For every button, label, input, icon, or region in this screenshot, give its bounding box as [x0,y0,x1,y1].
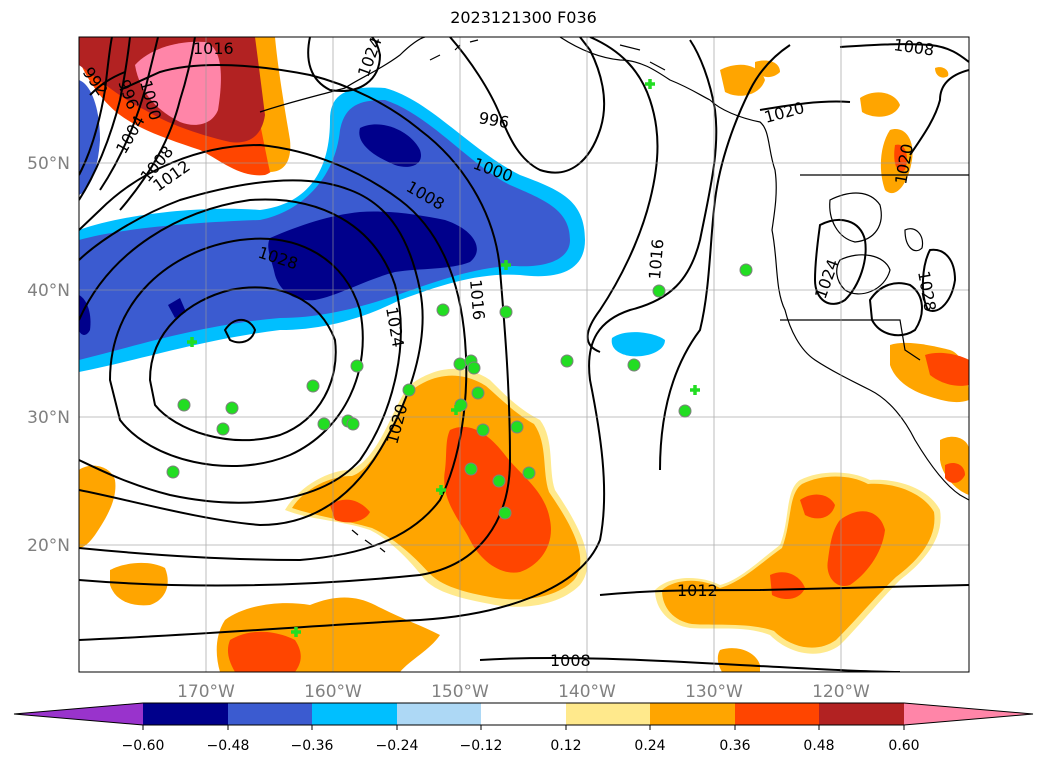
lon-label-150w: 150°W [431,682,489,702]
contour-labels: 1016 992 996 1000 1004 1008 1012 1028 10… [79,35,940,670]
station-cross [690,385,700,395]
contour-label: 1012 [677,581,718,600]
lon-label-120w: 120°W [812,682,870,702]
station-cross [451,405,461,415]
station-dot [498,506,512,520]
colorbar-tick-label: 0.12 [550,738,581,754]
colorbar-tick-label: −0.24 [376,738,419,754]
station-dot [627,358,641,372]
station-markers [166,79,753,637]
station-dot [652,284,666,298]
latitude-labels: 50°N 40°N 30°N 20°N [27,154,70,556]
station-dot [177,398,191,412]
station-dot [346,417,360,431]
station-cross [501,260,511,270]
colorbar-bin [650,703,735,725]
colorbar-ticks [142,725,905,730]
station-dot [216,422,230,436]
contour-label: 1008 [550,651,591,670]
pressure-contours [79,37,969,672]
station-dot [350,359,364,373]
colorbar-tick-label: −0.12 [460,738,503,754]
lat-label-30n: 30°N [27,408,70,428]
station-dot [166,465,180,479]
colorbar-bin [228,703,312,725]
colorbar: −0.60 −0.48 −0.36 −0.24 −0.12 0.12 0.24 … [13,702,1034,754]
station-dot [471,386,485,400]
station-dot [739,263,753,277]
colorbar-tick-label: 0.60 [888,738,919,754]
colorbar-tick-label: 0.36 [719,738,750,754]
colorbar-extend-high [904,703,1033,725]
colorbar-tick-label: −0.60 [122,738,165,754]
station-dot [467,361,481,375]
colorbar-bin [735,703,819,725]
graticule [79,37,969,672]
station-dot [476,423,490,437]
station-cross [436,485,446,495]
colorbar-bin [143,703,228,725]
station-dot [317,417,331,431]
station-dot [464,462,478,476]
colorbar-bin [819,703,904,725]
lon-label-140w: 140°W [558,682,616,702]
station-dot [678,404,692,418]
lat-label-20n: 20°N [27,536,70,556]
station-dot [453,357,467,371]
colorbar-bin [397,703,481,725]
colorbar-tick-labels: −0.60 −0.48 −0.36 −0.24 −0.12 0.12 0.24 … [122,738,920,754]
colorbar-tick-label: 0.48 [803,738,834,754]
station-cross [562,356,572,366]
lon-label-170w: 170°W [177,682,235,702]
contour-label: 1008 [892,35,935,59]
lon-label-130w: 130°W [685,682,743,702]
contour-label: 1016 [193,39,234,58]
colorbar-bin [312,703,397,725]
contour-label: 1016 [645,238,667,280]
station-cross [645,79,655,89]
station-dot [225,401,239,415]
colorbar-tick-label: 0.24 [634,738,665,754]
lat-label-40n: 40°N [27,281,70,301]
map-title: 2023121300 F036 [450,8,597,27]
station-dot [492,474,506,488]
lon-label-160w: 160°W [304,682,362,702]
station-dot [510,420,524,434]
station-cross [187,337,197,347]
colorbar-tick-label: −0.48 [207,738,250,754]
colorbar-tick-label: −0.36 [291,738,334,754]
colorbar-extend-low [14,703,143,725]
station-dot [436,303,450,317]
lat-label-50n: 50°N [27,154,70,174]
station-dot [402,383,416,397]
station-dot [306,379,320,393]
map-frame [78,36,970,673]
contour-label: 1016 [466,279,488,321]
longitude-labels: 170°W 160°W 150°W 140°W 130°W 120°W [177,682,870,702]
station-dot [522,466,536,480]
colorbar-bin [481,703,566,725]
station-cross [291,627,301,637]
colorbar-bin [566,703,650,725]
station-dot [499,305,513,319]
